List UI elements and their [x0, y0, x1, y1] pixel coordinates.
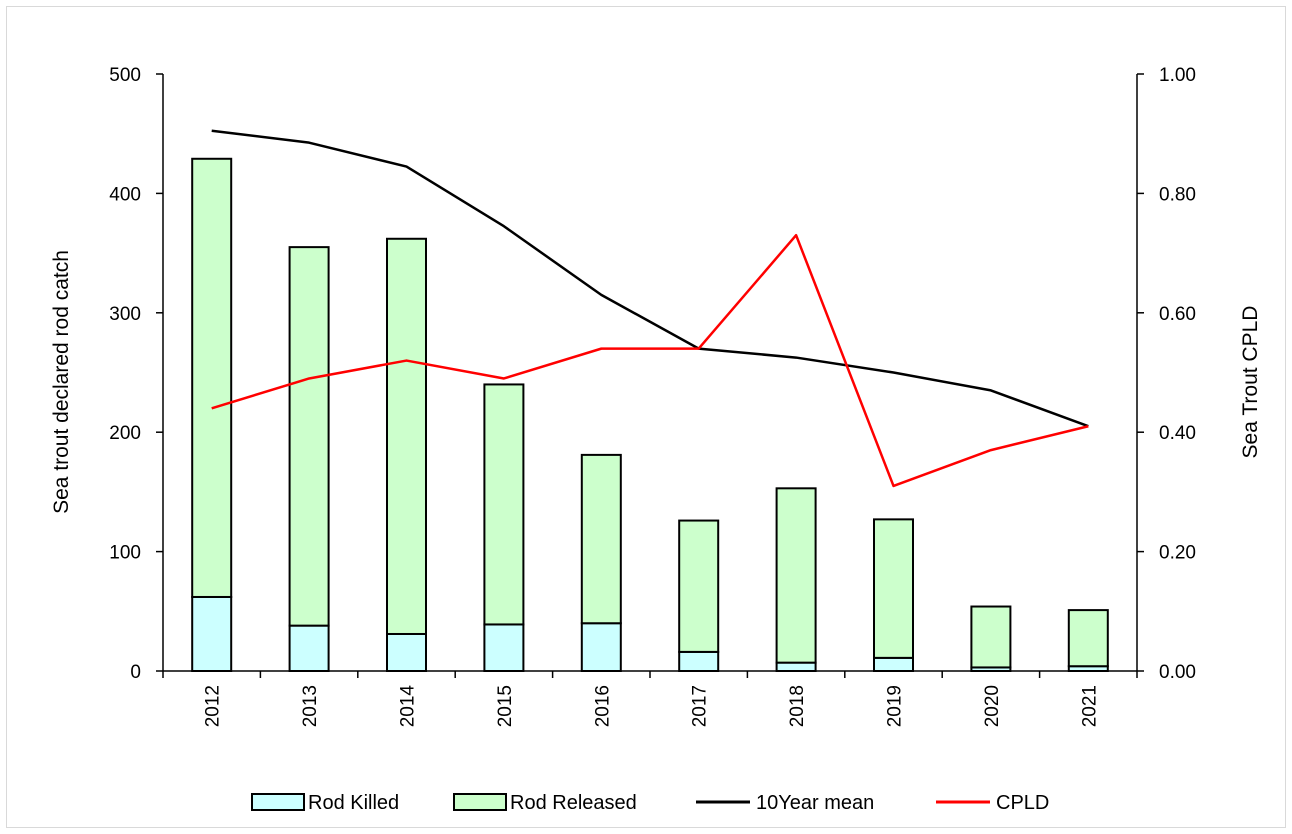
- bar-rod-released-2016: [580, 453, 622, 625]
- y-axis-title-left: Sea trout declared rod catch: [50, 250, 73, 514]
- x-tick-label-2017: 2017: [690, 685, 711, 727]
- left-tick-label-200: 200: [109, 423, 141, 444]
- legend-label-rod-released: Rod Released: [510, 792, 637, 814]
- legend-swatch-rod-released: [453, 793, 507, 811]
- bar-rod-released-2014: [386, 237, 427, 635]
- legend-swatch-rod-killed: [251, 793, 305, 811]
- line-10year-mean: [211, 129, 1089, 428]
- x-tick-label-2020: 2020: [982, 685, 1003, 727]
- y-axis-title-right: Sea Trout CPLD: [1239, 306, 1262, 459]
- ticks-layer: 0 100 200 300 400 500 0.00 0.20 0.40 0.60 0.80 1.00…: [109, 65, 1196, 727]
- right-tick-label-0.60: 0.60: [1159, 304, 1196, 325]
- lines-layer: [211, 129, 1089, 488]
- line-cpld: [211, 233, 1089, 488]
- bar-rod-killed-2019: [873, 656, 914, 673]
- bar-rod-killed-2017: [678, 650, 720, 672]
- left-tick-label-400: 400: [109, 184, 141, 205]
- legend-label-rod-killed: Rod Killed: [308, 792, 399, 814]
- bar-rod-killed-2012: [191, 595, 233, 672]
- x-tick-label-2018: 2018: [787, 685, 808, 727]
- right-tick-label-1.00: 1.00: [1159, 65, 1196, 86]
- bar-rod-released-2021: [1067, 609, 1109, 668]
- bar-rod-released-2013: [288, 246, 330, 627]
- bar-rod-killed-2015: [483, 623, 525, 673]
- left-tick-label-100: 100: [109, 543, 141, 564]
- x-tick-label-2013: 2013: [300, 685, 321, 727]
- legend-label-cpld: CPLD: [996, 792, 1049, 814]
- x-tick-label-2012: 2012: [203, 685, 224, 727]
- bar-rod-killed-2014: [386, 632, 427, 673]
- legend-label-10year-mean: 10Year mean: [756, 792, 874, 814]
- bars-layer: [191, 157, 1109, 673]
- x-tick-label-2021: 2021: [1079, 685, 1100, 727]
- x-tick-label-2019: 2019: [885, 685, 906, 727]
- right-tick-label-0.00: 0.00: [1159, 662, 1196, 683]
- right-tick-label-0.20: 0.20: [1159, 543, 1196, 564]
- left-tick-label-0: 0: [130, 662, 141, 683]
- bar-rod-released-2015: [483, 383, 525, 626]
- bar-rod-released-2020: [970, 605, 1012, 669]
- right-tick-label-0.40: 0.40: [1159, 423, 1196, 444]
- x-tick-label-2014: 2014: [398, 685, 419, 728]
- right-tick-label-0.80: 0.80: [1159, 184, 1196, 205]
- bar-rod-released-2012: [191, 157, 233, 598]
- chart-frame: [6, 6, 1286, 828]
- bar-rod-killed-2016: [580, 622, 622, 672]
- legend: Rod Killed Rod Released 10Year mean CPLD: [251, 792, 1049, 814]
- bar-rod-killed-2018: [775, 661, 817, 673]
- bar-rod-killed-2013: [288, 624, 330, 672]
- x-tick-label-2016: 2016: [592, 685, 613, 727]
- bar-rod-released-2019: [873, 518, 914, 659]
- left-tick-label-300: 300: [109, 304, 141, 325]
- bar-rod-released-2018: [775, 487, 817, 664]
- x-tick-label-2015: 2015: [495, 685, 516, 727]
- bar-rod-released-2017: [678, 519, 720, 653]
- left-tick-label-500: 500: [109, 65, 141, 86]
